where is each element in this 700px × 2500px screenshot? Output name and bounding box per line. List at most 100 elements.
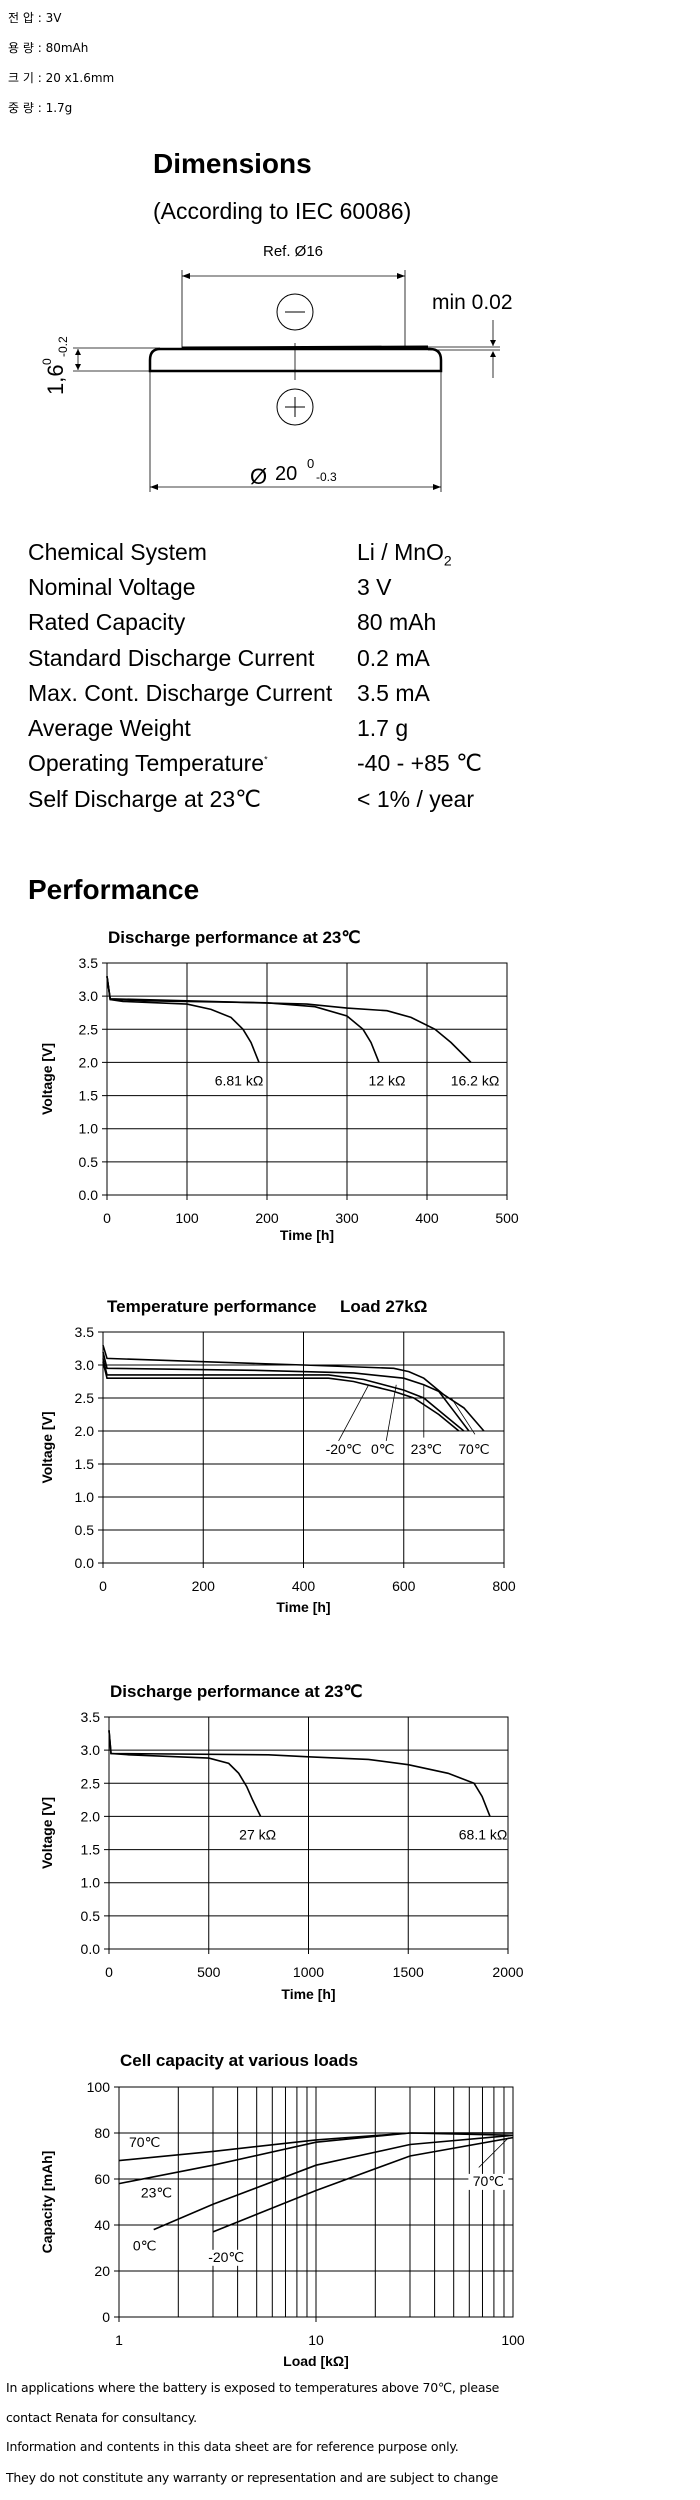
- spec-value: 1.7 g: [357, 715, 409, 741]
- y-tick-label: 0.5: [75, 1522, 95, 1538]
- series-line: [102, 1351, 470, 1432]
- annotation-label: 12 kΩ: [369, 1073, 406, 1089]
- x-axis-label: Time [h]: [280, 1227, 334, 1243]
- chart-title: Discharge performance at 23℃: [108, 928, 360, 947]
- spec-label: Operating Temperature*: [28, 750, 268, 777]
- y-tick-label: 80: [94, 2125, 110, 2141]
- y-tick-label: 40: [94, 2217, 110, 2233]
- summary-size: 크 기 : 20 x1.6mm: [8, 71, 115, 85]
- series-line: [108, 1730, 491, 1817]
- series-line: [102, 1344, 485, 1432]
- y-tick-label: 0.0: [75, 1555, 95, 1571]
- annotation-label: 27 kΩ: [239, 1827, 276, 1843]
- y-tick-label: 1.5: [79, 1088, 99, 1104]
- height-lower-tolerance: -0.2: [56, 336, 70, 357]
- annotation-label: 16.2 kΩ: [451, 1073, 500, 1089]
- annotation-label: 6.81 kΩ: [215, 1073, 264, 1089]
- x-tick-label: 1: [115, 2332, 123, 2348]
- chart-3: Discharge performance at 23℃ 0.0 0.5 1.0 1.5…: [39, 1682, 524, 2002]
- dimension-labels: Ref. Ø16 min 0.02 Ø 20 0 -0.3 1,6 0 -0.2: [40, 243, 513, 489]
- annotation-background: [124, 2238, 165, 2255]
- annotation-label: -20℃: [326, 1441, 362, 1457]
- battery-top-plate: [181, 345, 429, 350]
- spec-label: Average Weight: [28, 715, 191, 741]
- x-tick-label: 100: [501, 2332, 525, 2348]
- height-label: 1,6 0 -0.2: [40, 336, 70, 395]
- summary-value: 1.7g: [45, 101, 73, 115]
- summary-label: 용 량: [8, 41, 34, 55]
- annotation-label: 70℃: [473, 2173, 504, 2189]
- y-tick-label: 3.0: [75, 1357, 95, 1373]
- y-tick-label: 1.0: [75, 1489, 95, 1505]
- diameter-upper-tolerance: 0: [307, 456, 314, 471]
- x-tick-label: 500: [495, 1210, 519, 1226]
- chart-title: Cell capacity at various loads: [120, 2051, 358, 2070]
- y-tick-label: 20: [94, 2263, 110, 2279]
- dimension-drawing: [73, 270, 500, 492]
- plus-icon: [285, 397, 305, 417]
- x-tick-label: 0: [103, 1210, 111, 1226]
- spec-value: 0.2 mA: [357, 645, 430, 671]
- footer-line: In applications where the battery is exp…: [6, 2380, 500, 2395]
- diameter-value: 20: [275, 463, 297, 485]
- annotation-leader-line: [338, 1384, 370, 1442]
- plot-frame: [106, 962, 508, 1196]
- annotation-label: 0℃: [371, 1441, 395, 1457]
- annotation-leader-line: [451, 1397, 476, 1435]
- spec-label: Standard Discharge Current: [28, 645, 315, 671]
- annotation-leader-line: [478, 2137, 509, 2168]
- y-axis-label: Voltage [V]: [39, 1411, 55, 1483]
- footer-line: Information and contents in this data sh…: [6, 2439, 459, 2454]
- annotation-background: [124, 2134, 165, 2151]
- y-tick-label: 3.5: [79, 955, 99, 971]
- x-tick-label: 800: [492, 1578, 516, 1594]
- summary-label: 크 기: [8, 71, 34, 85]
- summary-value: 80mAh: [45, 41, 89, 55]
- series-line: [102, 1361, 460, 1432]
- battery-outline: [148, 347, 443, 373]
- negative-terminal-icon: [276, 293, 314, 331]
- x-tick-label: 200: [192, 1578, 216, 1594]
- arrow-icon: [490, 340, 496, 357]
- y-tick-label: 2.0: [79, 1054, 99, 1070]
- y-tick-label: 0.0: [79, 1187, 99, 1203]
- y-tick-label: 60: [94, 2171, 110, 2187]
- x-tick-label: 500: [197, 1964, 221, 1980]
- height-upper-tolerance: 0: [40, 358, 54, 365]
- summary-value: 3V: [45, 11, 62, 25]
- y-tick-label: 2.0: [81, 1808, 101, 1824]
- y-tick-label: 2.5: [81, 1775, 101, 1791]
- footer-line: They do not constitute any warranty or r…: [6, 2470, 499, 2485]
- spec-label: Self Discharge at 23℃: [28, 786, 261, 812]
- spec-value: Li / MnO2: [357, 539, 452, 569]
- y-tick-label: 1.0: [79, 1121, 99, 1137]
- series-line: [106, 976, 380, 1063]
- spec-label: Rated Capacity: [28, 609, 186, 635]
- y-tick-label: 1.5: [81, 1842, 101, 1858]
- chart-4: Cell capacity at various loads 0 20 40 60 80 1…: [39, 2051, 525, 2369]
- spec-label: Chemical System: [28, 539, 207, 565]
- annotation-background: [468, 2173, 509, 2190]
- x-tick-label: 10: [308, 2332, 324, 2348]
- y-tick-label: 3.0: [79, 988, 99, 1004]
- performance-title: Performance: [28, 874, 200, 905]
- y-tick-label: 3.5: [75, 1324, 95, 1340]
- dimensions-subtitle: (According to IEC 60086): [153, 198, 412, 224]
- footer-line: contact Renata for consultancy.: [6, 2410, 197, 2425]
- y-axis-label: Voltage [V]: [39, 1797, 55, 1869]
- y-tick-label: 0: [102, 2309, 110, 2325]
- x-axis-label: Time [h]: [276, 1599, 330, 1615]
- chart-1: Discharge performance at 23℃ 0.0 0.5 1.0 1.5…: [39, 928, 519, 1243]
- x-tick-label: 400: [292, 1578, 316, 1594]
- spec-value: < 1% / year: [357, 786, 474, 812]
- annotation-label: 70℃: [458, 1441, 489, 1457]
- annotation-label: 68.1 kΩ: [459, 1827, 508, 1843]
- y-axis-label: Capacity [mAh]: [39, 2151, 55, 2254]
- summary-weight: 중 량 : 1.7g: [8, 101, 73, 115]
- x-tick-label: 2000: [492, 1964, 523, 1980]
- series-line: [153, 2134, 514, 2231]
- summary-label: 중 량: [8, 101, 34, 115]
- y-axis-label: Voltage [V]: [39, 1043, 55, 1115]
- spec-value: -40 - +85 ℃: [357, 750, 482, 776]
